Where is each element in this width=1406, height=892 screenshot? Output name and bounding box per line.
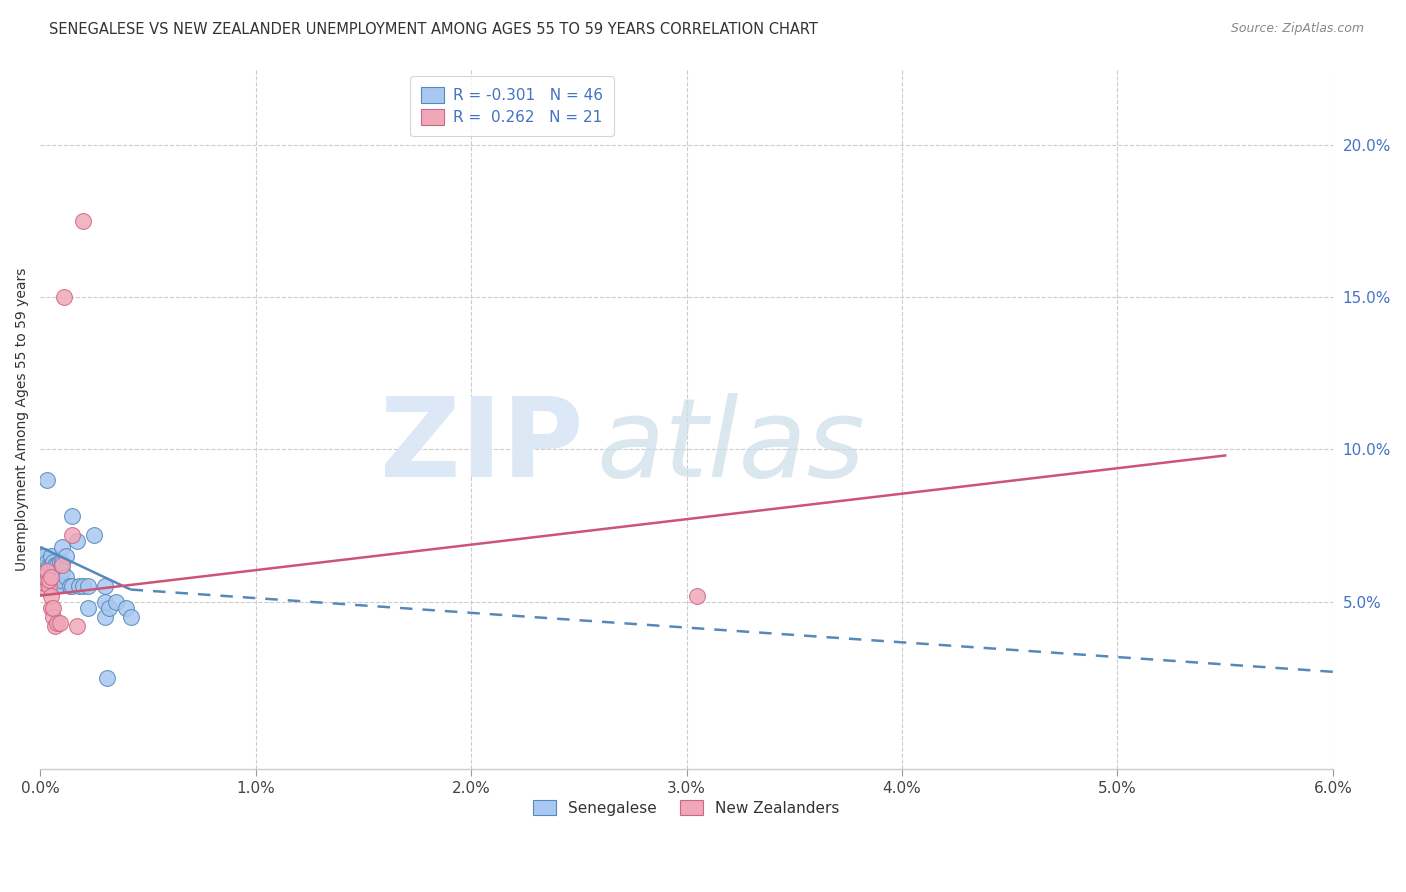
Text: Source: ZipAtlas.com: Source: ZipAtlas.com [1230, 22, 1364, 36]
Point [44, 619, 66, 633]
Point [48, 574, 70, 588]
Point [46, 570, 69, 584]
Point [38, 574, 60, 588]
Point [38, 558, 60, 573]
Point [39, 549, 62, 563]
Point [31, 580, 53, 594]
Point [44, 580, 66, 594]
Point [51, 558, 73, 573]
Point [66, 533, 89, 548]
Point [42, 600, 65, 615]
Point [98, 600, 121, 615]
Point [55, 549, 77, 563]
Legend: Senegalese, New Zealanders: Senegalese, New Zealanders [524, 790, 849, 825]
Point [39, 589, 62, 603]
Point [35, 574, 58, 588]
Point [115, 600, 138, 615]
Point [94, 595, 117, 609]
Point [94, 580, 117, 594]
Point [76, 600, 98, 615]
Point [66, 619, 89, 633]
Point [39, 558, 62, 573]
Point [34, 576, 56, 591]
Point [34, 570, 56, 584]
Point [46, 615, 69, 630]
Point [51, 555, 73, 569]
Point [35, 570, 58, 584]
Point [52, 290, 75, 304]
Point [38, 564, 60, 578]
Point [46, 580, 69, 594]
Point [83, 527, 105, 541]
Point [55, 570, 77, 584]
Point [76, 580, 98, 594]
Point [44, 570, 66, 584]
Point [39, 600, 62, 615]
Point [48, 555, 70, 569]
Point [94, 610, 117, 624]
Point [39, 570, 62, 584]
Point [67, 580, 90, 594]
Point [96, 671, 118, 685]
Text: ZIP: ZIP [380, 393, 583, 500]
Text: SENEGALESE VS NEW ZEALANDER UNEMPLOYMENT AMONG AGES 55 TO 59 YEARS CORRELATION C: SENEGALESE VS NEW ZEALANDER UNEMPLOYMENT… [49, 22, 818, 37]
Point [42, 576, 65, 591]
Point [120, 610, 142, 624]
Point [34, 549, 56, 563]
Point [51, 564, 73, 578]
Point [686, 589, 709, 603]
Point [38, 574, 60, 588]
Point [44, 558, 66, 573]
Point [51, 540, 73, 554]
Point [62, 527, 84, 541]
Point [39, 570, 62, 584]
Point [72, 214, 94, 228]
Point [48, 615, 70, 630]
Point [38, 580, 60, 594]
Point [42, 610, 65, 624]
Point [35, 564, 58, 578]
Point [46, 558, 69, 573]
Point [42, 555, 65, 569]
Point [59, 580, 82, 594]
Point [35, 555, 58, 569]
Point [104, 595, 127, 609]
Point [39, 580, 62, 594]
Text: atlas: atlas [596, 393, 865, 500]
Point [62, 580, 84, 594]
Point [72, 580, 94, 594]
Point [42, 564, 65, 578]
Y-axis label: Unemployment Among Ages 55 to 59 years: Unemployment Among Ages 55 to 59 years [15, 268, 30, 571]
Point [62, 509, 84, 524]
Point [35, 473, 58, 487]
Point [31, 549, 53, 563]
Point [34, 564, 56, 578]
